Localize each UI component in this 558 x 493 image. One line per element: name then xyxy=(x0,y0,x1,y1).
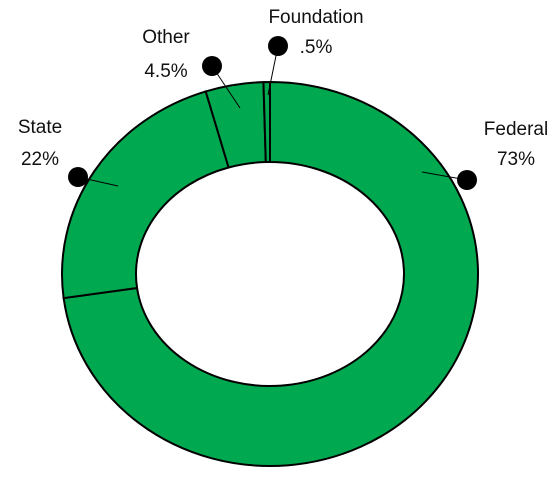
slice xyxy=(62,80,479,467)
label-dot xyxy=(202,56,222,76)
slice xyxy=(61,90,230,300)
slice xyxy=(262,80,271,164)
value-label: 73% xyxy=(497,149,535,170)
label-dot xyxy=(68,167,88,187)
category-label: State xyxy=(18,117,62,138)
value-label: 22% xyxy=(21,149,59,170)
category-label: Other xyxy=(142,27,190,48)
label-dot xyxy=(457,170,477,190)
category-label: Foundation xyxy=(268,7,363,28)
value-label: 4.5% xyxy=(144,61,187,82)
value-label: .5% xyxy=(300,37,333,58)
category-label: Federal xyxy=(484,119,548,140)
label-dot xyxy=(268,36,288,56)
